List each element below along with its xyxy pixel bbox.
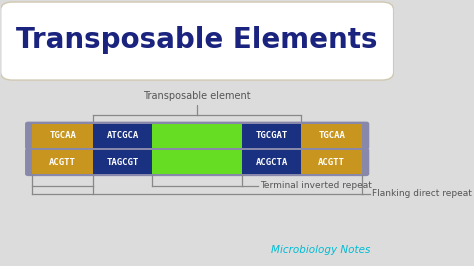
FancyBboxPatch shape [301,150,362,174]
FancyBboxPatch shape [25,122,369,150]
FancyBboxPatch shape [242,150,301,174]
FancyBboxPatch shape [301,124,362,148]
Text: TGCAA: TGCAA [49,131,76,140]
Text: TGCGAT: TGCGAT [255,131,288,140]
FancyBboxPatch shape [152,150,242,174]
Text: Transposable Elements: Transposable Elements [17,26,378,54]
Text: ACGCTA: ACGCTA [255,158,288,167]
FancyBboxPatch shape [32,124,93,148]
Text: Microbiology Notes: Microbiology Notes [271,245,370,255]
Text: TGCAA: TGCAA [319,131,345,140]
FancyBboxPatch shape [152,124,242,148]
FancyBboxPatch shape [242,124,301,148]
FancyBboxPatch shape [93,124,152,148]
Text: ATCGCA: ATCGCA [106,131,138,140]
Text: Flanking direct repeat: Flanking direct repeat [372,189,472,198]
Text: ACGTT: ACGTT [319,158,345,167]
FancyBboxPatch shape [25,148,369,176]
Text: TAGCGT: TAGCGT [106,158,138,167]
FancyBboxPatch shape [93,150,152,174]
FancyBboxPatch shape [32,150,93,174]
Text: ACGTT: ACGTT [49,158,76,167]
Text: Terminal inverted repeat: Terminal inverted repeat [260,181,372,190]
FancyBboxPatch shape [0,2,393,80]
Text: Transposable element: Transposable element [143,91,251,101]
